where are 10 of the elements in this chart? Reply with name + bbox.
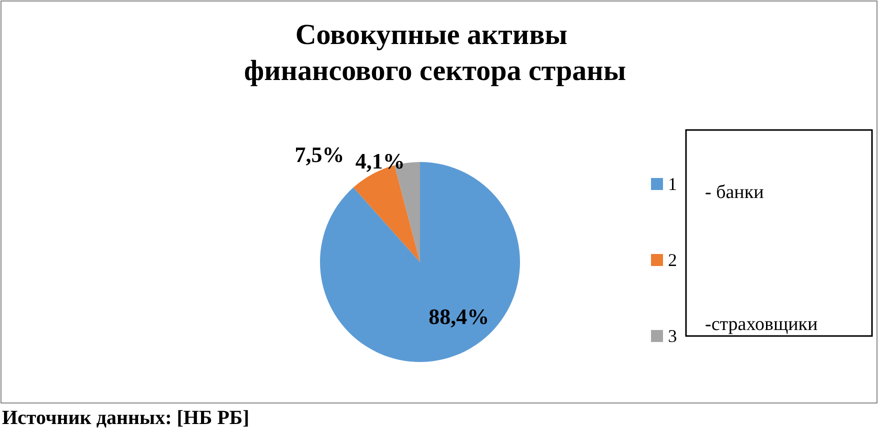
data-label: 88,4%: [428, 304, 490, 330]
chart-title: Совокупные активы финансового сектора страны: [244, 19, 626, 87]
text: -страховщики: [705, 314, 818, 335]
legend-label: 1: [668, 174, 677, 194]
data-label: 4,1%: [355, 148, 405, 174]
text: Источник данных: [НБ РБ]: [2, 407, 250, 429]
data-label: 7,5%: [294, 142, 344, 168]
text: - банки: [705, 182, 764, 203]
legend-label: 3: [668, 326, 677, 346]
legend-label: 2: [668, 250, 677, 270]
